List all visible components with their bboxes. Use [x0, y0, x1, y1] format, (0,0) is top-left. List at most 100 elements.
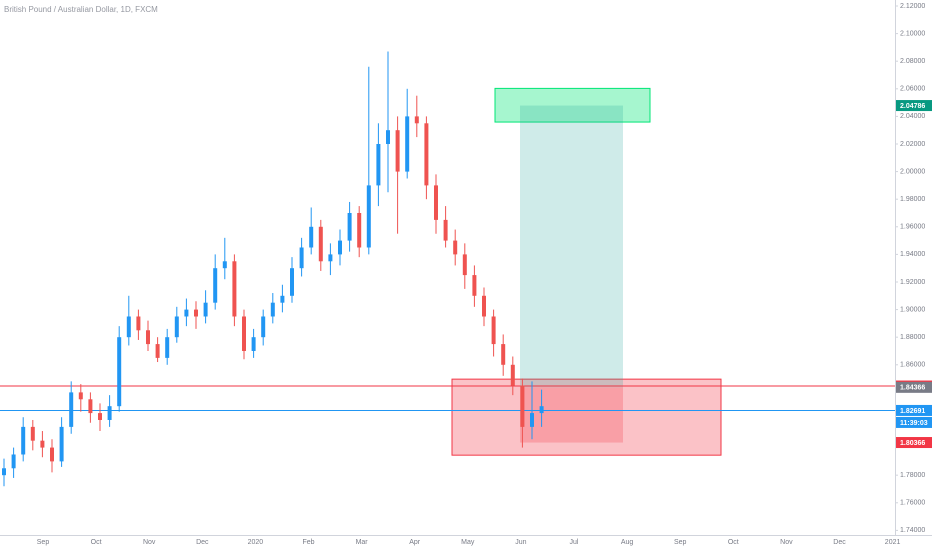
candle-body: [30, 426, 35, 441]
candle-body: [184, 309, 189, 317]
candle-body: [21, 426, 26, 455]
candle-body: [347, 212, 352, 241]
y-tick-label: 2.10000: [900, 30, 925, 37]
entry-label: 1.84366: [900, 385, 925, 392]
candle-body: [117, 337, 122, 407]
candle-body: [434, 185, 438, 220]
target-label-box: [896, 100, 932, 112]
candle-body: [424, 123, 429, 186]
candle-body: [395, 130, 400, 172]
candle-body: [232, 261, 237, 317]
y-tick-label: 2.04000: [900, 113, 925, 120]
candle-body: [251, 337, 256, 351]
y-tick-label: 1.86000: [900, 362, 925, 369]
candle-body: [146, 330, 150, 345]
candle-body: [491, 316, 496, 345]
candle-body: [165, 337, 170, 358]
candle-body: [530, 413, 534, 427]
candle-body: [98, 413, 102, 420]
candle-body: [107, 406, 112, 420]
y-tick-label: 1.76000: [900, 500, 925, 507]
y-tick-label: 1.94000: [900, 251, 925, 258]
position-profit: [520, 105, 623, 388]
last-price-label-box: [896, 404, 932, 416]
countdown: 11:39:03: [900, 420, 928, 427]
candle-body: [2, 468, 6, 476]
candle-body: [520, 385, 525, 427]
candle-body: [462, 254, 467, 276]
candle-body: [126, 316, 131, 338]
y-tick-label: 2.06000: [900, 86, 925, 93]
y-tick-label: 1.74000: [900, 527, 925, 534]
candle-body: [213, 268, 218, 303]
candle-body: [338, 240, 342, 255]
x-tick-label: 2021: [885, 539, 901, 546]
candle-body: [203, 302, 208, 317]
candle-body: [40, 440, 45, 448]
candle-body: [174, 316, 179, 338]
x-tick-label: Apr: [409, 539, 421, 546]
y-tick-label: 2.02000: [900, 141, 925, 148]
x-tick-label: Feb: [302, 539, 314, 546]
candle-body: [443, 219, 448, 241]
zone: [451, 378, 722, 456]
candle-body: [69, 392, 74, 427]
y-tick-label: 1.78000: [900, 472, 925, 479]
position-loss: [520, 387, 623, 443]
drawings: [0, 87, 895, 456]
candles: [2, 51, 544, 487]
stop-label-box: [896, 437, 932, 449]
candle-body: [155, 344, 160, 358]
x-tick-label: Mar: [356, 539, 369, 546]
countdown-box: [896, 416, 932, 428]
candle-body: [405, 116, 410, 172]
x-tick-label: Sep: [37, 539, 50, 546]
x-tick-label: May: [461, 539, 475, 546]
candle-body: [136, 316, 141, 331]
candle-body: [78, 392, 83, 400]
candle-body: [414, 116, 419, 124]
candle-body: [59, 426, 64, 462]
x-tick-label: Jun: [515, 539, 526, 546]
y-tick-label: 1.98000: [900, 196, 925, 203]
candle-body: [309, 226, 314, 248]
x-tick-label: Dec: [833, 539, 846, 546]
candle-body: [366, 185, 371, 248]
candle-body: [357, 212, 362, 248]
y-tick-label: 1.92000: [900, 279, 925, 286]
y-tick-label: 2.00000: [900, 168, 925, 175]
candle-body: [299, 247, 304, 269]
candle-body: [453, 240, 458, 255]
x-tick-label: Sep: [674, 539, 687, 546]
x-tick-label: Jul: [570, 539, 579, 546]
chart-title: British Pound / Australian Dollar, 1D, F…: [4, 5, 158, 14]
candle-body: [50, 447, 54, 462]
candle-body: [280, 295, 285, 303]
target-label: 2.04786: [900, 103, 925, 110]
candle-body: [222, 261, 227, 269]
candle-body: [539, 406, 544, 414]
candle-body: [376, 143, 381, 186]
stop-label: 1.80366: [900, 440, 925, 447]
candle-body: [290, 268, 294, 296]
candle-body: [242, 316, 246, 351]
candle-body: [261, 316, 266, 338]
y-tick-label: 2.08000: [900, 58, 925, 65]
zone: [494, 87, 651, 123]
x-tick-label: Oct: [728, 539, 739, 546]
x-tick-label: Aug: [621, 539, 634, 546]
candle-body: [482, 295, 486, 317]
x-tick-label: Nov: [780, 539, 793, 546]
y-tick-label: 1.88000: [900, 334, 925, 341]
x-tick-label: 2020: [248, 539, 264, 546]
entry-label-box: [896, 381, 932, 393]
x-tick-label: Oct: [91, 539, 102, 546]
candle-body: [11, 454, 16, 469]
candle-body: [318, 226, 323, 262]
candle-body: [194, 309, 198, 317]
last-price-label: 1.82691: [900, 408, 925, 415]
x-tick-label: Dec: [196, 539, 209, 546]
candle-body: [510, 364, 515, 386]
